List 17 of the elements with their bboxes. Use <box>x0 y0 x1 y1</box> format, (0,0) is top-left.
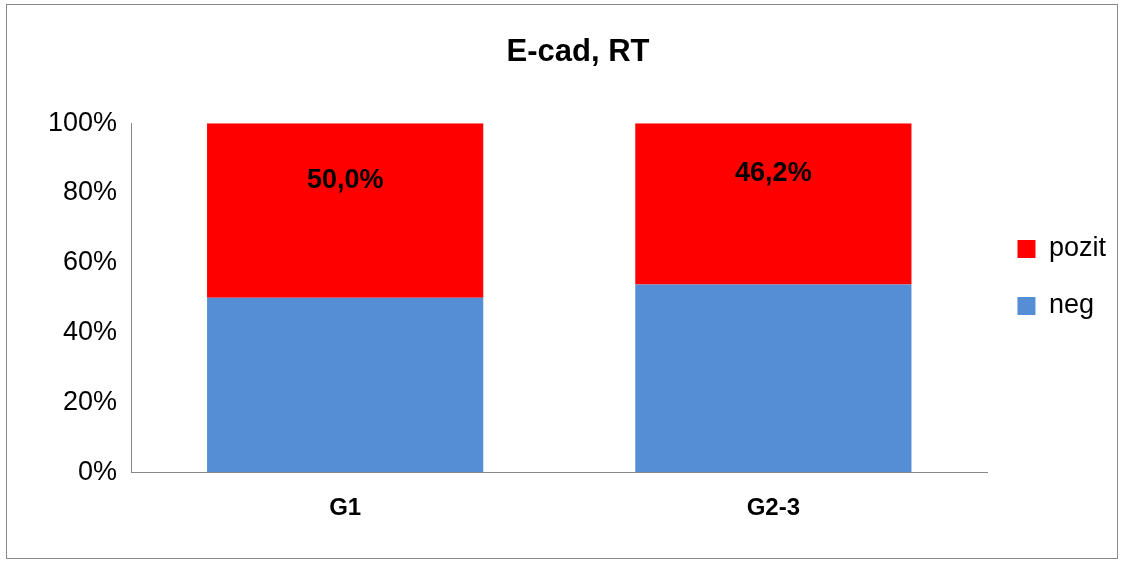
y-tick-label: 80% <box>63 176 118 207</box>
y-tick-label: 0% <box>78 455 118 486</box>
bar <box>635 123 912 285</box>
y-tick-label: 60% <box>63 246 118 277</box>
chart-title: E-cad, RT <box>506 33 650 69</box>
bar <box>635 284 912 473</box>
x-tick-label: G1 <box>329 493 362 521</box>
data-label: 46,2% <box>735 157 812 188</box>
bar <box>207 297 484 473</box>
y-tick-label: 20% <box>63 385 118 416</box>
bar <box>207 123 484 298</box>
y-tick-label: 100% <box>47 106 118 137</box>
legend-label: pozit <box>1048 232 1107 263</box>
legend-label: neg <box>1048 289 1095 320</box>
y-tick-label: 40% <box>63 316 118 347</box>
data-label: 50,0% <box>306 163 384 194</box>
x-tick-label: G2-3 <box>746 493 801 521</box>
